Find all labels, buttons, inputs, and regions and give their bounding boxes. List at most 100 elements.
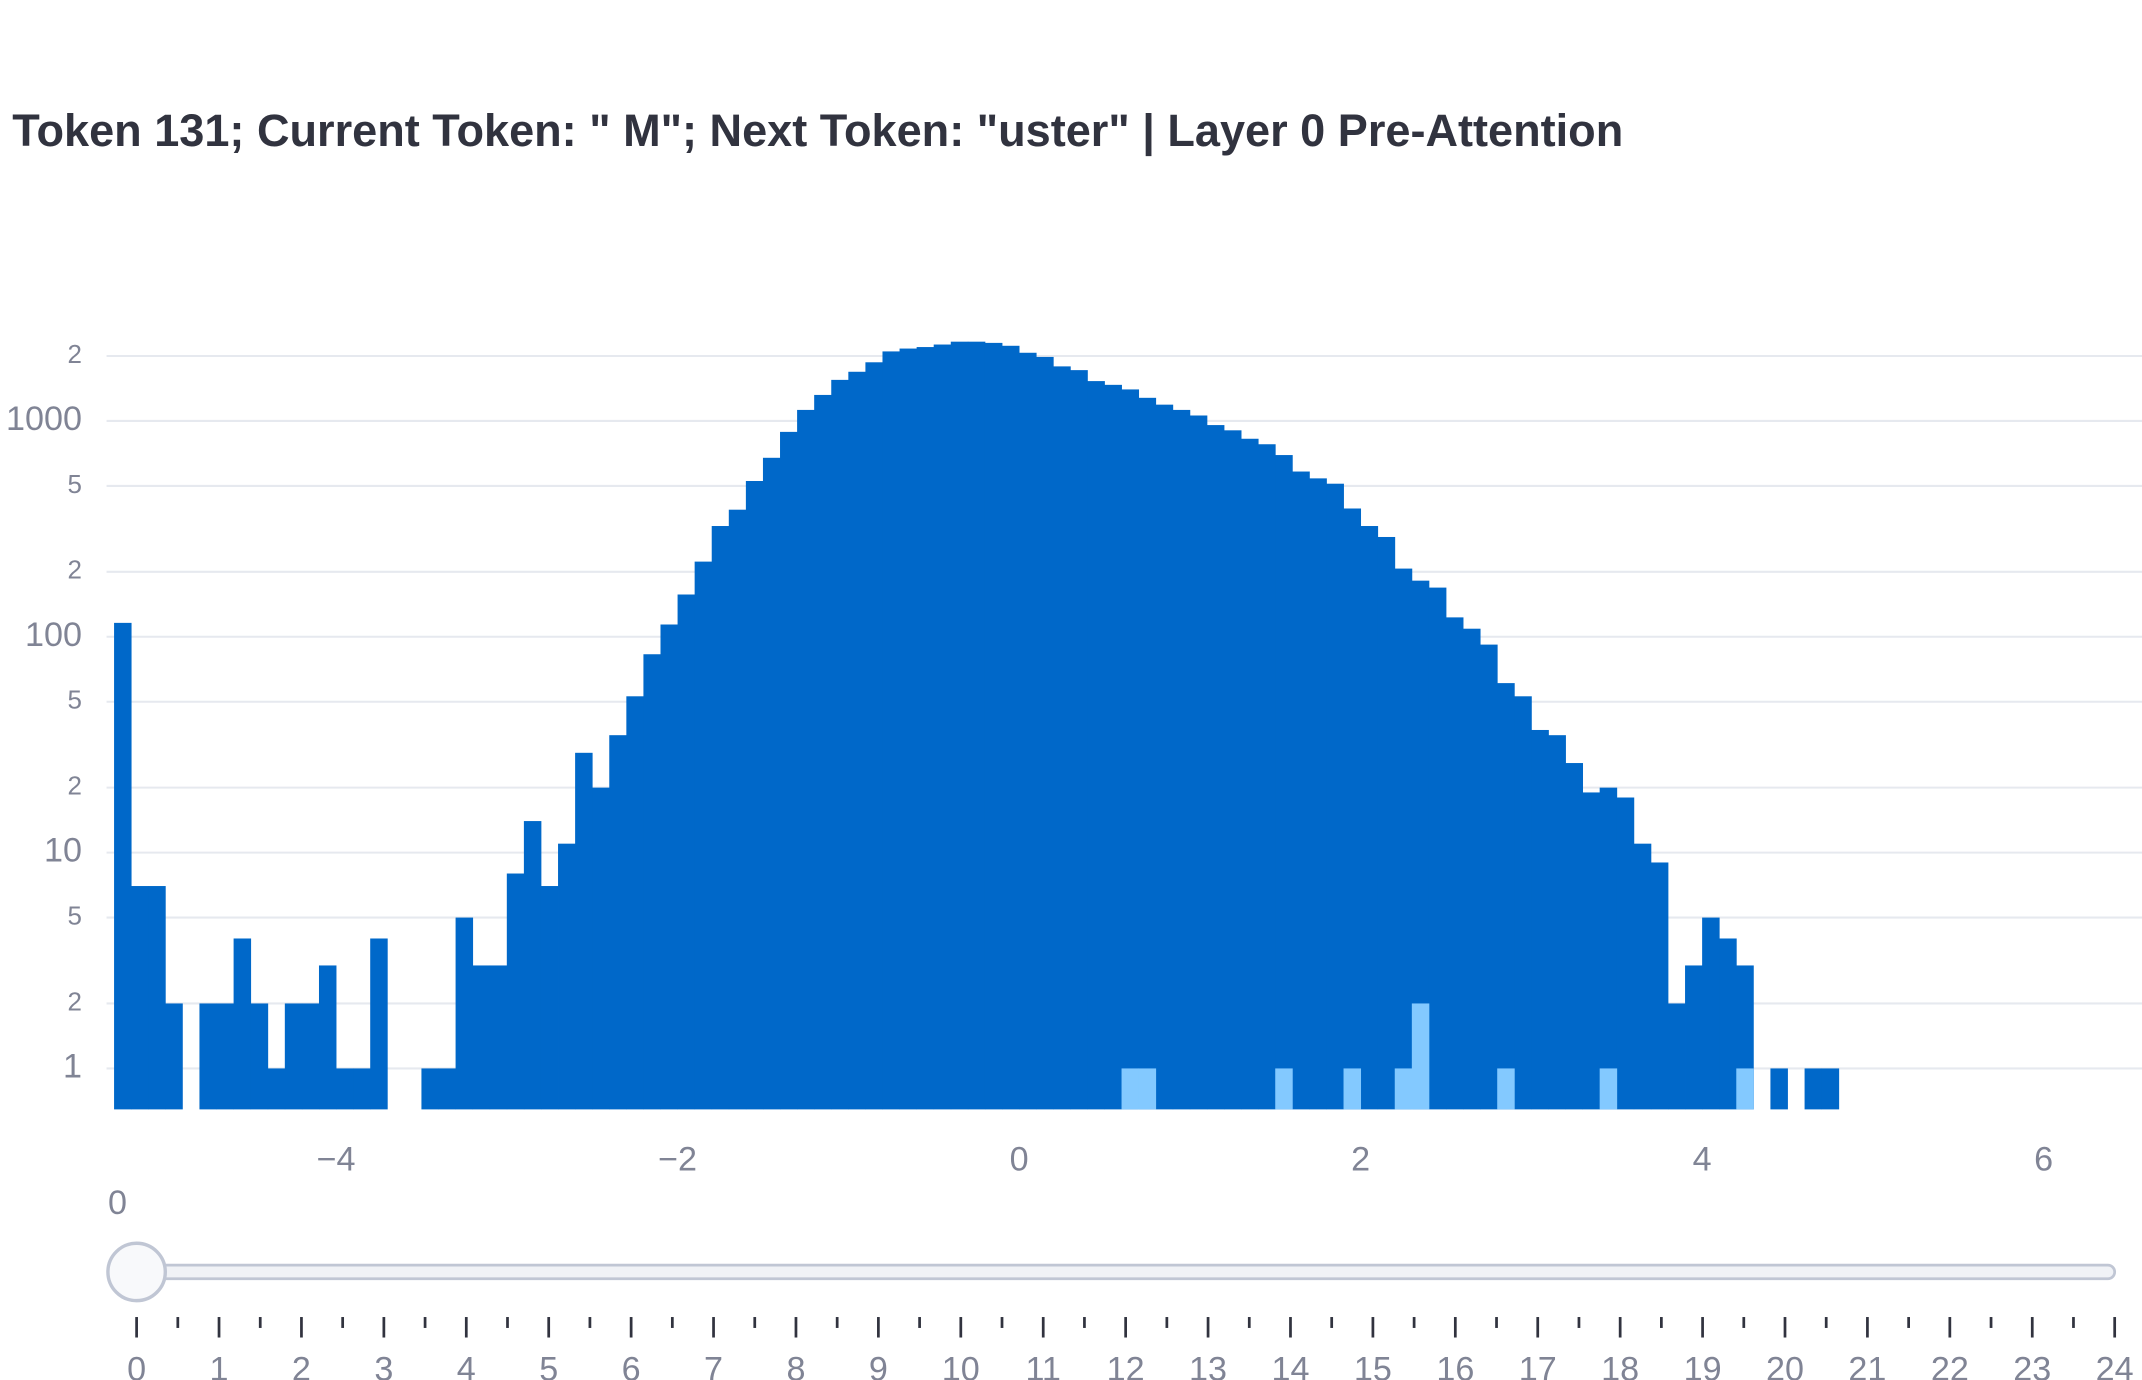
y-tick-label: 5 bbox=[68, 471, 82, 499]
bar bbox=[1224, 430, 1242, 1110]
bar bbox=[506, 873, 525, 1110]
y-tick-label: 2 bbox=[68, 772, 82, 800]
bar bbox=[1548, 735, 1566, 1110]
bar bbox=[1121, 1068, 1140, 1110]
bar bbox=[301, 1003, 320, 1110]
bar bbox=[472, 965, 491, 1110]
bar bbox=[250, 1003, 269, 1110]
slider-step-label: 17 bbox=[1519, 1351, 1557, 1380]
bar bbox=[1138, 1068, 1157, 1110]
bar bbox=[1053, 366, 1071, 1110]
slider-step-label: 2 bbox=[292, 1351, 311, 1380]
bar bbox=[1480, 644, 1498, 1110]
bar bbox=[660, 624, 678, 1110]
slider-step-label: 7 bbox=[704, 1351, 723, 1380]
slider-step-label: 1 bbox=[210, 1351, 229, 1380]
bar bbox=[1241, 438, 1259, 1110]
y-tick-label: 5 bbox=[68, 687, 82, 715]
slider-step-label: 24 bbox=[2096, 1351, 2134, 1380]
bar bbox=[1633, 843, 1652, 1110]
bar bbox=[1155, 404, 1174, 1110]
bar bbox=[1292, 471, 1310, 1110]
bar bbox=[575, 752, 593, 1110]
bar bbox=[1002, 345, 1020, 1110]
bar bbox=[1702, 917, 1720, 1110]
bar bbox=[745, 480, 764, 1110]
bar bbox=[1463, 628, 1481, 1110]
slider-step-label: 11 bbox=[1025, 1351, 1060, 1380]
bar bbox=[216, 1003, 235, 1110]
bar bbox=[1087, 381, 1105, 1110]
slider-step-label: 16 bbox=[1436, 1351, 1474, 1380]
bar bbox=[1685, 965, 1703, 1110]
bar bbox=[797, 409, 815, 1110]
bar bbox=[1036, 356, 1054, 1110]
bar bbox=[1360, 526, 1379, 1110]
slider-step-label: 9 bbox=[869, 1351, 888, 1380]
bar bbox=[694, 561, 713, 1110]
bar bbox=[1719, 938, 1737, 1110]
bar bbox=[1189, 415, 1208, 1110]
slider-step-label: 13 bbox=[1189, 1351, 1227, 1380]
bar bbox=[1394, 1068, 1413, 1110]
bar bbox=[421, 1068, 439, 1110]
slider-handle[interactable] bbox=[106, 1241, 168, 1303]
bar bbox=[1138, 397, 1157, 1110]
bar bbox=[1531, 729, 1549, 1110]
bar bbox=[199, 1003, 217, 1110]
bar bbox=[1667, 1003, 1686, 1110]
bar bbox=[1599, 787, 1618, 1110]
slider-step-label: 19 bbox=[1684, 1351, 1722, 1380]
bar bbox=[267, 1068, 286, 1110]
y-tick-label: 1000 bbox=[6, 400, 82, 438]
bar bbox=[370, 938, 388, 1110]
bar bbox=[438, 1068, 456, 1110]
bar bbox=[318, 965, 337, 1110]
y-tick-label: 5 bbox=[68, 902, 82, 930]
bar bbox=[916, 347, 935, 1110]
bar bbox=[1394, 568, 1413, 1110]
x-tick-label: −4 bbox=[317, 1140, 356, 1178]
bar bbox=[1275, 455, 1293, 1110]
bar bbox=[780, 431, 798, 1110]
bar bbox=[1019, 352, 1037, 1110]
bar bbox=[1616, 797, 1635, 1110]
slider-value: 0 bbox=[108, 1184, 127, 1222]
bar bbox=[114, 622, 132, 1110]
bar bbox=[558, 843, 576, 1110]
slider-step-label: 3 bbox=[374, 1351, 393, 1380]
bar bbox=[984, 342, 1003, 1110]
slider-step-label: 5 bbox=[539, 1351, 558, 1380]
bar bbox=[1445, 617, 1464, 1110]
bar bbox=[1275, 1068, 1293, 1110]
slider-step-label: 15 bbox=[1354, 1351, 1392, 1380]
bar bbox=[933, 344, 952, 1110]
bar bbox=[950, 341, 969, 1110]
bar bbox=[233, 938, 252, 1110]
slider-step-label: 6 bbox=[622, 1351, 641, 1380]
bar bbox=[455, 917, 474, 1110]
bar bbox=[284, 1003, 303, 1110]
bar bbox=[1428, 587, 1447, 1110]
bar bbox=[1770, 1068, 1788, 1110]
bar bbox=[1582, 792, 1601, 1110]
bar bbox=[1070, 370, 1088, 1110]
bar bbox=[626, 696, 644, 1110]
slider-step-label: 8 bbox=[786, 1351, 805, 1380]
slider-step-label: 4 bbox=[457, 1351, 476, 1380]
x-tick-label: −2 bbox=[658, 1140, 697, 1178]
bar bbox=[1121, 389, 1140, 1110]
x-tick-label: 4 bbox=[1693, 1140, 1712, 1178]
bar bbox=[540, 886, 559, 1110]
bar bbox=[711, 526, 730, 1110]
slider-step-label: 0 bbox=[127, 1351, 146, 1380]
x-tick-label: 6 bbox=[2034, 1140, 2053, 1178]
bar bbox=[1377, 536, 1396, 1110]
slider-track bbox=[135, 1263, 2117, 1281]
slider-step-label: 12 bbox=[1107, 1351, 1145, 1380]
bar bbox=[814, 394, 832, 1110]
slider-step-label: 10 bbox=[942, 1351, 980, 1380]
bar bbox=[353, 1068, 371, 1110]
bar bbox=[592, 787, 610, 1110]
bar bbox=[1514, 696, 1532, 1110]
